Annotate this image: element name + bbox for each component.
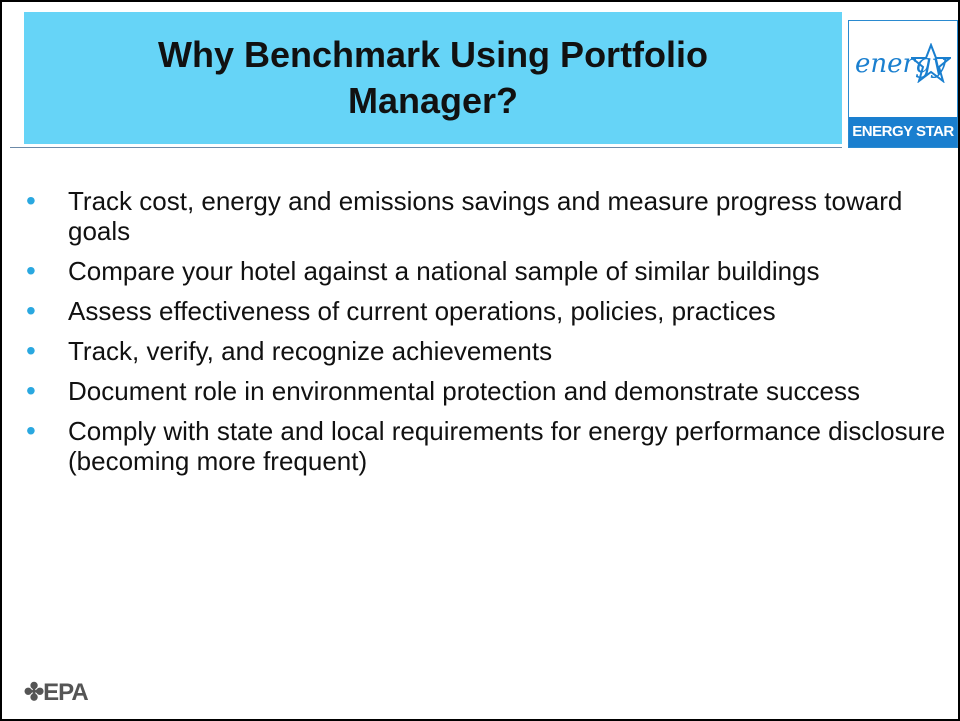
logo-label: ENERGY STAR <box>849 117 957 147</box>
logo-star <box>911 43 951 83</box>
footer-logo: ✤EPA <box>24 678 89 707</box>
title: Why Benchmark Using Portfolio Manager? <box>157 34 709 121</box>
bullet: Track cost, energy and emissions savings… <box>26 186 946 246</box>
footer-text: EPA <box>43 679 89 706</box>
logo-script: energy <box>855 49 947 79</box>
bullet: Assess effectiveness of current operatio… <box>26 296 946 326</box>
energy-star-logo: energy ENERGY STAR <box>848 20 958 148</box>
divider <box>10 147 842 148</box>
footer-icon: ✤ <box>24 679 44 706</box>
bullet: Compare your hotel against a national sa… <box>26 256 946 286</box>
bullet: Comply with state and local requirements… <box>26 416 946 476</box>
bullet-list: Track cost, energy and emissions savings… <box>26 186 946 486</box>
bullet: Track, verify, and recognize achievement… <box>26 336 946 366</box>
bullet: Document role in environmental protectio… <box>26 376 946 406</box>
title-box: Why Benchmark Using Portfolio Manager? <box>24 12 842 144</box>
